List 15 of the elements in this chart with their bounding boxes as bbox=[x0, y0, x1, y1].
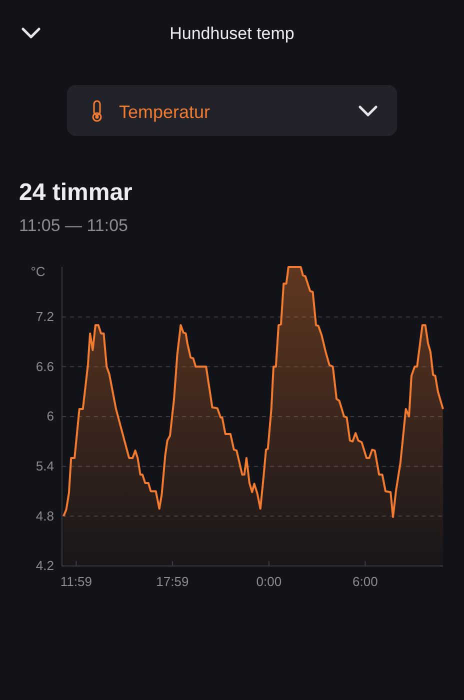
y-tick-label: 4.8 bbox=[36, 508, 54, 524]
x-tick-label: 0:00 bbox=[256, 574, 282, 590]
y-tick-label: 5.4 bbox=[36, 458, 54, 474]
y-tick-label: 7.2 bbox=[36, 308, 54, 324]
x-tick-label: 17:59 bbox=[156, 574, 189, 590]
x-tick-label: 6:00 bbox=[352, 574, 378, 590]
y-tick-label: 6 bbox=[46, 408, 54, 424]
x-tick-label: 11:59 bbox=[60, 574, 92, 590]
y-axis-title: °C bbox=[30, 264, 46, 279]
y-tick-label: 4.2 bbox=[36, 558, 54, 574]
y-tick-label: 6.6 bbox=[36, 358, 54, 374]
text: 11:05 — 11:05 bbox=[19, 216, 128, 235]
chart-title: Hundhuset temp bbox=[170, 24, 294, 43]
chart-subtitle: 24 timmar bbox=[19, 179, 132, 206]
text: Temperatur bbox=[119, 102, 210, 122]
